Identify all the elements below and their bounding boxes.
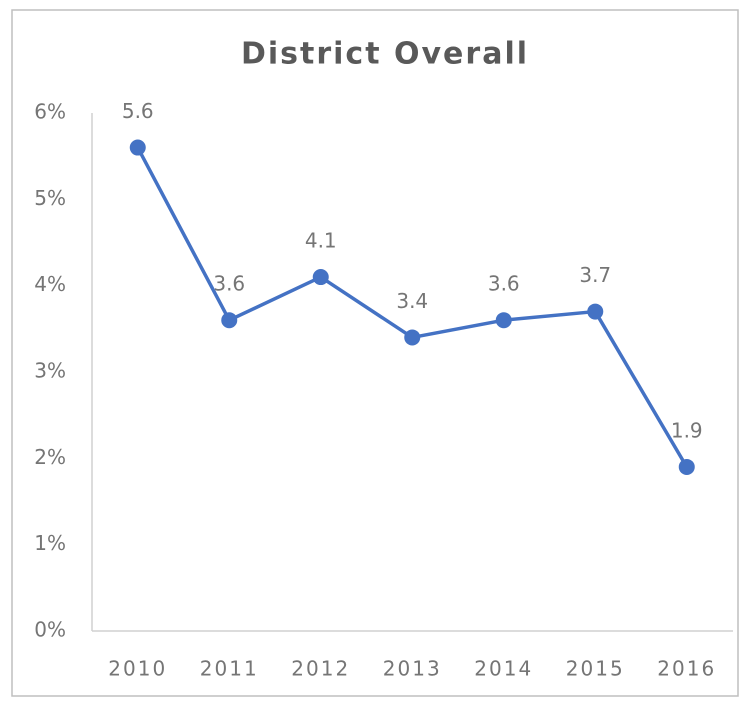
chart-title: District Overall [241, 37, 529, 72]
marker [129, 139, 146, 156]
x-tick-label: 2012 [291, 657, 350, 681]
data-label: 3.7 [579, 263, 611, 287]
y-tick-label: 2% [34, 445, 66, 469]
data-label: 3.6 [488, 272, 520, 296]
y-tick-label: 0% [34, 618, 66, 642]
x-tick-label: 2011 [200, 657, 259, 681]
data-label: 4.1 [305, 229, 337, 253]
marker [221, 312, 238, 329]
data-label: 1.9 [671, 418, 703, 442]
marker [587, 303, 604, 320]
y-tick-label: 6% [34, 100, 66, 124]
y-tick-label: 4% [34, 272, 66, 296]
marker [495, 312, 512, 329]
x-tick-label: 2014 [474, 657, 533, 681]
marker [678, 458, 695, 475]
y-tick-label: 5% [34, 186, 66, 210]
y-tick-label: 1% [34, 531, 66, 555]
data-label: 3.4 [396, 289, 428, 313]
x-tick-label: 2016 [657, 657, 716, 681]
marker [404, 329, 421, 346]
x-tick-label: 2010 [108, 657, 167, 681]
marker [312, 269, 329, 286]
chart-border [11, 9, 739, 697]
data-label: 3.6 [213, 272, 245, 296]
data-label: 5.6 [122, 99, 154, 123]
y-tick-label: 3% [34, 359, 66, 383]
x-tick-label: 2013 [383, 657, 442, 681]
x-tick-label: 2015 [566, 657, 625, 681]
